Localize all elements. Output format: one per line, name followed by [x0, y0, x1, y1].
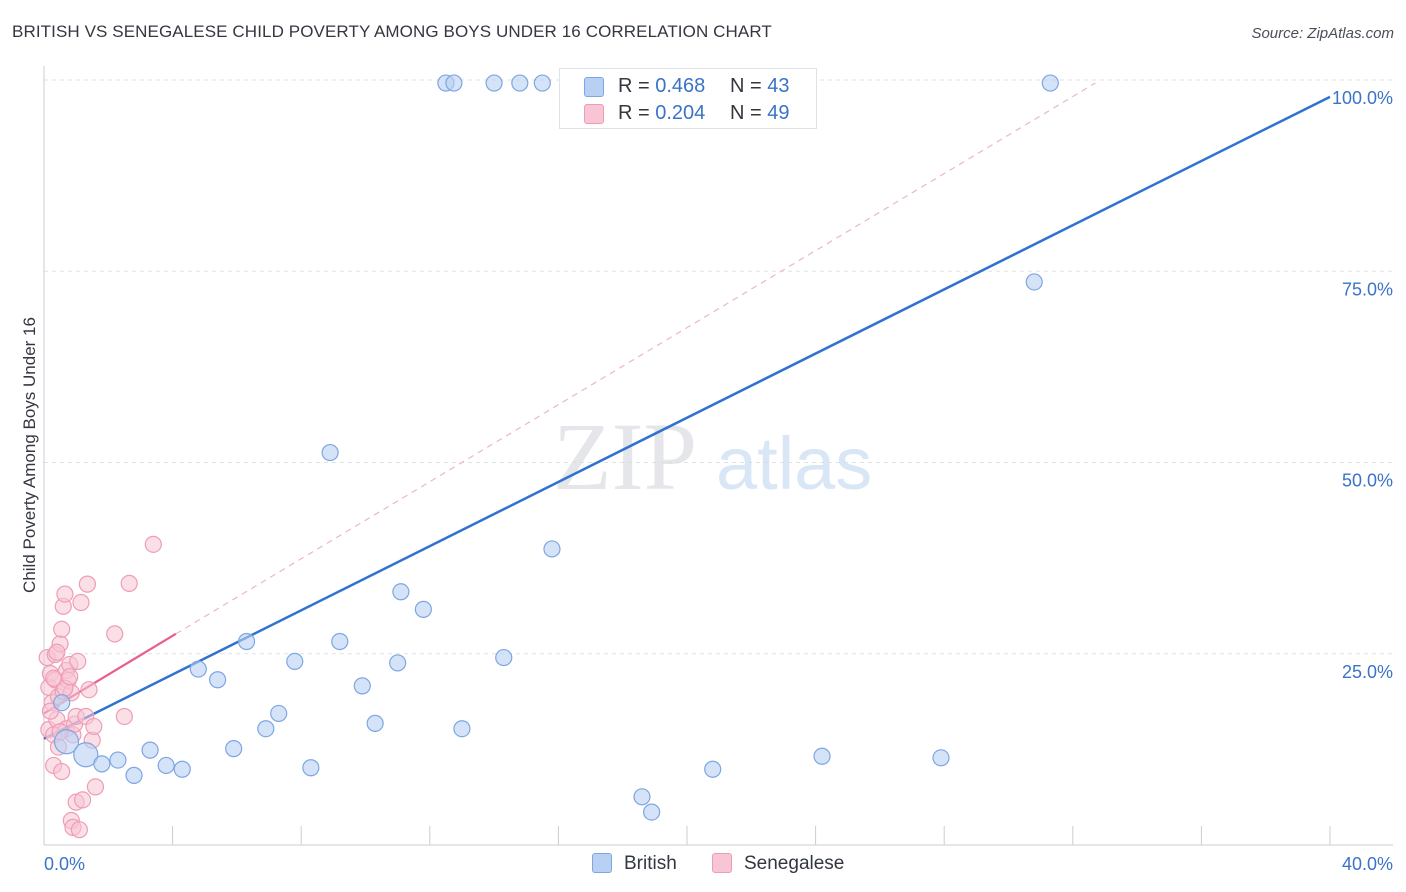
y-tick-label: 75.0%	[1342, 279, 1393, 299]
british-point	[237, 632, 256, 651]
legend-r-label: R =	[618, 102, 656, 124]
senegalese-point	[120, 574, 138, 592]
legend-n-senegalese: N = 49	[730, 102, 790, 125]
legend-n-value: 49	[767, 102, 790, 124]
legend-r-label: R =	[618, 75, 656, 97]
legend-box: R = 0.468 N = 43 R = 0.204 N = 49	[559, 68, 817, 129]
british-point	[704, 760, 722, 778]
senegalese-point	[53, 620, 71, 638]
british-point	[353, 677, 371, 695]
bottom-legend-swatch-senegalese	[712, 853, 732, 873]
bottom-legend-label-british: British	[624, 853, 677, 874]
source-label: Source: ZipAtlas.com	[1251, 25, 1394, 42]
british-point	[392, 583, 410, 601]
british-point	[93, 755, 111, 773]
british-point	[141, 741, 159, 759]
senegalese-point	[53, 762, 71, 781]
bottom-legend-swatch-british	[592, 853, 612, 873]
legend-n-british: N = 43	[730, 75, 790, 98]
legend-swatch-british	[584, 77, 604, 97]
british-point	[302, 759, 320, 777]
british-point	[53, 729, 80, 755]
senegalese-series	[38, 535, 162, 839]
senegalese-point	[80, 681, 98, 699]
british-point	[157, 756, 175, 775]
british-point	[321, 443, 339, 462]
senegalese-point	[144, 535, 162, 553]
y-tick-label: 25.0%	[1342, 662, 1393, 682]
legend-n-label: N =	[730, 75, 768, 97]
legend-r-senegalese: R = 0.204	[618, 102, 705, 125]
senegalese-point	[61, 668, 79, 686]
tick-label-layer: 25.0% 50.0% 75.0% 100.0% 0.0% 40.0%	[44, 88, 1393, 874]
british-point	[331, 632, 349, 651]
british-point	[125, 766, 143, 784]
british-point	[533, 74, 551, 92]
british-point	[1025, 273, 1043, 291]
legend-r-value: 0.204	[655, 102, 706, 124]
senegalese-point	[56, 585, 74, 603]
british-point	[389, 654, 407, 672]
british-point	[257, 720, 275, 738]
british-point	[485, 74, 503, 92]
british-point	[109, 751, 127, 769]
senegalese-point	[78, 575, 97, 593]
y-tick-label: 100.0%	[1332, 88, 1393, 108]
x-tick-label: 40.0%	[1342, 854, 1393, 874]
british-point	[189, 660, 207, 678]
watermark-zip: ZIP	[553, 403, 697, 510]
british-point	[414, 600, 432, 618]
senegalese-point	[70, 821, 88, 839]
british-point	[511, 74, 529, 92]
british-point	[173, 760, 191, 778]
senegalese-point	[69, 652, 87, 671]
british-point	[495, 648, 513, 667]
y-axis-label: Child Poverty Among Boys Under 16	[20, 317, 39, 593]
british-point	[932, 749, 950, 767]
senegalese-point	[106, 625, 124, 643]
legend-swatch-senegalese	[584, 104, 604, 124]
senegalese-point	[48, 643, 66, 661]
legend-r-british: R = 0.468	[618, 75, 705, 98]
x-tick-label: 0.0%	[44, 854, 85, 874]
senegalese-point	[72, 593, 90, 612]
british-point	[53, 694, 71, 712]
british-point	[366, 714, 384, 732]
bottom-legend-label-senegalese: Senegalese	[744, 853, 845, 874]
british-point	[643, 803, 661, 821]
british-point	[445, 74, 463, 92]
senegalese-trend-extension	[175, 82, 1096, 635]
chart-title: BRITISH VS SENEGALESE CHILD POVERTY AMON…	[12, 22, 772, 41]
legend-n-label: N =	[730, 102, 768, 124]
legend-n-value: 43	[767, 75, 790, 97]
british-point	[633, 788, 651, 806]
british-point	[543, 540, 561, 558]
british-point	[286, 652, 304, 671]
senegalese-point	[115, 707, 133, 726]
senegalese-point	[86, 778, 105, 796]
british-point	[73, 742, 99, 768]
y-tick-label: 50.0%	[1342, 471, 1393, 491]
senegalese-point	[73, 791, 92, 809]
british-point	[453, 720, 471, 738]
watermark-atlas: atlas	[716, 422, 872, 505]
british-point	[1041, 74, 1059, 92]
british-trend-line	[43, 95, 1331, 740]
british-point	[270, 704, 288, 723]
senegalese-point	[85, 717, 103, 736]
british-point	[209, 671, 227, 689]
watermark: ZIP atlas	[553, 403, 872, 510]
british-point	[813, 747, 831, 765]
senegalese-point	[45, 669, 63, 687]
british-point	[225, 740, 243, 758]
legend-r-value: 0.468	[655, 75, 706, 97]
